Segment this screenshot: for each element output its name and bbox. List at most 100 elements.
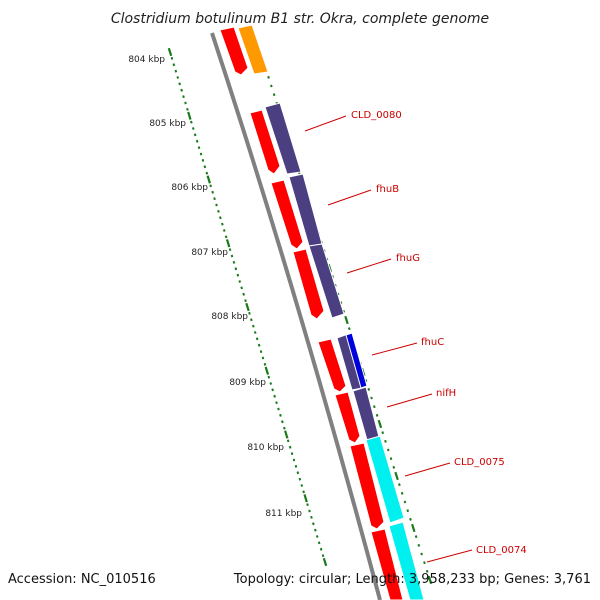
ring-minor-tick	[272, 93, 276, 97]
ring-minor-tick	[271, 388, 274, 392]
ring-minor-tick	[347, 327, 351, 331]
map-title: Clostridium botulinum B1 str. Okra, comp…	[111, 11, 489, 27]
ring-major-tick	[303, 494, 308, 503]
ring-minor-tick	[384, 439, 387, 443]
kbp-label-810: 810 kbp	[247, 443, 284, 453]
ring-minor-tick	[315, 535, 319, 538]
cds-feature[interactable]	[349, 442, 385, 530]
ring-minor-tick	[302, 490, 305, 494]
ring-minor-tick	[283, 426, 286, 430]
ring-minor-tick	[238, 280, 242, 283]
ring-minor-tick	[240, 286, 243, 290]
ring-minor-tick	[257, 343, 261, 347]
ring-minor-tick	[267, 75, 270, 79]
ring-minor-tick	[381, 431, 385, 435]
ring-minor-tick	[281, 420, 284, 424]
cds-feature[interactable]	[370, 528, 404, 600]
cds-feature[interactable]	[270, 179, 304, 250]
ring-minor-tick	[176, 76, 180, 79]
ring-minor-tick	[321, 554, 325, 558]
gene-label-fhuc[interactable]: fhuC	[421, 337, 444, 348]
ring-minor-tick	[317, 541, 321, 545]
ring-minor-tick	[308, 509, 311, 513]
ring-major-tick	[225, 239, 231, 248]
cds-feature[interactable]	[317, 338, 347, 393]
cds-feature[interactable]	[219, 26, 249, 76]
ring-minor-tick	[270, 84, 273, 88]
gene-label-cld-0075[interactable]: CLD_0075	[454, 457, 505, 468]
cds-feature-blue[interactable]	[345, 332, 368, 389]
ring-minor-tick	[292, 458, 296, 462]
ring-minor-tick	[170, 56, 174, 60]
ring-minor-tick	[255, 337, 259, 341]
ring-minor-tick	[409, 517, 412, 521]
cds-feature-cyan[interactable]	[365, 435, 405, 524]
ring-minor-tick	[375, 413, 379, 417]
ring-minor-tick	[386, 448, 390, 452]
ring-minor-tick	[298, 477, 302, 481]
ring-minor-tick	[242, 292, 245, 296]
cds-features-colored	[237, 24, 425, 600]
ring-minor-tick	[417, 543, 421, 547]
ring-minor-tick	[213, 197, 216, 201]
ring-minor-tick	[234, 267, 238, 271]
cds-features-red	[219, 26, 404, 600]
cds-feature-cyan[interactable]	[388, 521, 425, 600]
ring-minor-tick	[215, 203, 218, 207]
ring-minor-tick	[300, 484, 304, 487]
cds-feature-purple[interactable]	[308, 243, 345, 319]
ring-minor-tick	[174, 69, 178, 73]
ring-minor-tick	[370, 396, 373, 400]
ring-minor-tick	[273, 394, 276, 398]
ring-minor-tick	[403, 500, 407, 504]
ring-minor-tick	[230, 254, 234, 258]
genome-summary-text: Topology: circular; Length: 3,958,233 bp…	[233, 572, 591, 587]
gene-label-cld-0080[interactable]: CLD_0080	[351, 110, 402, 121]
ring-minor-tick	[217, 209, 220, 213]
scale-ticks: 804 kbp 805 kbp 806 kbp 807 kbp 808 kbp …	[128, 55, 302, 519]
ring-minor-tick	[314, 528, 317, 532]
ring-minor-tick	[191, 127, 195, 130]
kbp-label-807: 807 kbp	[191, 248, 228, 258]
genome-backbone	[210, 32, 382, 600]
ring-minor-tick	[414, 535, 418, 539]
ring-minor-tick	[199, 152, 203, 156]
gene-label-fhug[interactable]: fhuG	[396, 253, 420, 264]
ring-minor-tick	[201, 158, 205, 162]
cds-feature[interactable]	[249, 109, 281, 175]
cds-feature[interactable]	[334, 391, 361, 444]
ring-minor-tick	[398, 483, 401, 487]
ring-major-tick	[245, 302, 250, 312]
ring-minor-tick	[261, 356, 265, 360]
ring-major-tick	[427, 575, 433, 585]
ring-minor-tick	[420, 552, 423, 556]
accession-text: Accession: NC_010516	[8, 572, 156, 587]
kbp-label-806: 806 kbp	[171, 183, 208, 193]
ring-minor-tick	[224, 235, 228, 239]
ring-minor-tick	[205, 171, 209, 175]
ring-minor-tick	[182, 95, 185, 99]
cds-feature-purple[interactable]	[264, 102, 302, 175]
ring-minor-tick	[197, 146, 201, 150]
ring-minor-tick	[277, 407, 280, 411]
gene-label-cld-0074[interactable]: CLD_0074	[476, 545, 527, 556]
outer-dotted-ring	[167, 47, 328, 567]
ring-major-tick	[411, 523, 416, 533]
gene-label-fhub[interactable]: fhuB	[376, 184, 399, 195]
ring-minor-tick	[279, 413, 282, 417]
ring-major-tick	[187, 111, 192, 120]
gene-label-nifh[interactable]: nifH	[436, 388, 456, 399]
ring-minor-tick	[288, 445, 292, 449]
ring-minor-tick	[423, 561, 426, 565]
cds-feature[interactable]	[292, 248, 325, 320]
ring-minor-tick	[184, 101, 187, 105]
ring-minor-tick	[195, 139, 199, 143]
ring-major-tick	[206, 175, 211, 184]
ring-minor-tick	[263, 362, 267, 366]
ring-major-tick	[264, 366, 270, 375]
ring-minor-tick	[259, 350, 263, 354]
ring-minor-tick	[319, 547, 323, 551]
cds-feature-orange[interactable]	[237, 24, 269, 75]
kbp-label-804: 804 kbp	[128, 55, 165, 65]
